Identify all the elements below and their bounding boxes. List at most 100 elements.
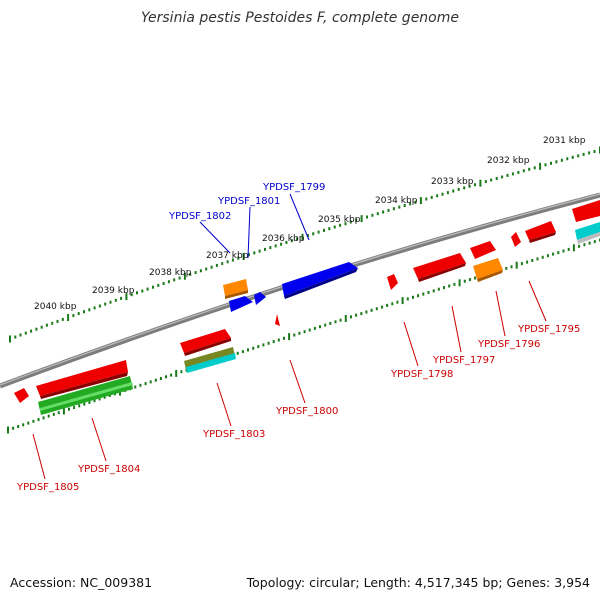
label-ypdsf-1796[interactable]: YPDSF_1796: [477, 339, 540, 350]
scale-labels: 2031 kbp 2032 kbp 2033 kbp 2034 kbp 2035…: [34, 136, 586, 312]
inner-tick-10: [57, 411, 60, 415]
gene-ypdsf-1802[interactable]: [229, 296, 253, 312]
outer-tick-78: [425, 197, 428, 201]
inner-tick-88: [458, 279, 461, 287]
reverse-strand-genes: [14, 232, 521, 415]
gene-ypdsf-1803-cyan[interactable]: [186, 353, 236, 373]
label-ypdsf-1797[interactable]: YPDSF_1797: [432, 355, 495, 366]
gene-ypdsf-1805[interactable]: [14, 388, 29, 403]
outer-tick-73: [398, 205, 401, 209]
gene-ypdsf-1800[interactable]: [275, 314, 280, 326]
inner-tick-106: [552, 252, 555, 256]
outer-tick-16: [93, 306, 96, 310]
outer-tick-7: [45, 323, 48, 327]
outer-tick-47: [258, 249, 261, 253]
outer-tick-53: [290, 239, 293, 243]
outer-tick-18: [104, 302, 107, 306]
inner-tick-9: [52, 412, 55, 416]
inner-tick-51: [267, 341, 270, 345]
leader-ypdsf-1795: [528, 280, 547, 322]
outer-tick-22: [125, 293, 128, 301]
leader-lines: [32, 193, 547, 480]
label-ypdsf-1804[interactable]: YPDSF_1804: [77, 464, 140, 475]
gene-ypdsf-1801[interactable]: [254, 292, 266, 305]
inner-tick-45: [236, 351, 239, 355]
gene-ypdsf-1797-shade: [418, 263, 466, 282]
inner-tick-0: [7, 426, 9, 434]
outer-tick-0: [9, 335, 11, 343]
gene-ypdsf-1795[interactable]: [511, 232, 521, 247]
gene-red-fwd-1[interactable]: [572, 200, 600, 222]
outer-tick-30: [167, 280, 170, 284]
outer-tick-27: [152, 285, 154, 289]
inner-tick-54: [283, 336, 285, 340]
gene-gray-fwd[interactable]: [577, 232, 600, 244]
inner-tick-98: [510, 265, 513, 269]
outer-tick-23: [130, 293, 133, 297]
outer-tick-92: [501, 175, 504, 179]
gene-ypdsf-1799-shade: [284, 268, 358, 299]
outer-tick-13: [77, 312, 80, 316]
outer-tick-50: [274, 244, 277, 248]
scale-label-2033: 2033 kbp: [431, 177, 474, 187]
outer-tick-39: [215, 263, 218, 267]
label-ypdsf-1805[interactable]: YPDSF_1805: [16, 482, 79, 493]
label-ypdsf-1801[interactable]: YPDSF_1801: [217, 196, 280, 207]
inner-tick-66: [344, 315, 347, 322]
scale-label-2036: 2036 kbp: [262, 234, 305, 244]
inner-tick-33: [175, 369, 178, 377]
gene-red-fwd-2[interactable]: [525, 221, 556, 240]
outer-tick-12: [72, 314, 75, 318]
inner-tick-59: [308, 328, 311, 332]
scale-label-2032: 2032 kbp: [487, 156, 530, 166]
label-ypdsf-1802[interactable]: YPDSF_1802: [168, 211, 231, 222]
inner-tick-78: [406, 297, 409, 301]
outer-tick-56: [306, 234, 309, 237]
label-ypdsf-1798[interactable]: YPDSF_1798: [390, 369, 453, 380]
gene-orange-forward[interactable]: [223, 279, 248, 296]
gene-ypdsf-1796-red[interactable]: [470, 241, 496, 259]
gene-ypdsf-1796[interactable]: [473, 258, 503, 279]
gene-ypdsf-1803-red[interactable]: [180, 329, 231, 353]
inner-tick-109: [567, 247, 570, 251]
outer-tick-32: [178, 276, 181, 280]
outer-tick-88: [479, 179, 482, 187]
inner-tick-108: [562, 249, 565, 253]
label-ypdsf-1799[interactable]: YPDSF_1799: [262, 182, 325, 193]
label-ypdsf-1800[interactable]: YPDSF_1800: [275, 406, 338, 417]
inner-tick-65: [339, 318, 342, 322]
outer-tick-8: [51, 321, 54, 325]
outer-tick-59: [323, 228, 325, 232]
outer-tick-72: [392, 207, 395, 211]
inner-tick-82: [427, 291, 430, 294]
outer-tick-67: [366, 215, 368, 219]
outer-tick-17: [98, 304, 101, 308]
label-ypdsf-1803[interactable]: YPDSF_1803: [202, 429, 265, 440]
outer-tick-75: [409, 202, 412, 206]
inner-tick-32: [170, 373, 173, 377]
gene-ypdsf-1804-red[interactable]: [36, 360, 128, 396]
gene-ypdsf-1798[interactable]: [387, 274, 398, 290]
outer-tick-31: [173, 278, 176, 282]
outer-tick-99: [539, 162, 542, 170]
inner-tick-60: [313, 326, 316, 330]
leader-ypdsf-1796: [495, 290, 506, 337]
label-ypdsf-1795[interactable]: YPDSF_1795: [517, 324, 580, 335]
outer-tick-94: [511, 172, 514, 176]
outer-tick-41: [226, 260, 229, 264]
inner-tick-3: [22, 423, 25, 427]
gene-cyan-fwd[interactable]: [575, 222, 600, 240]
inner-tick-85: [443, 286, 445, 290]
outer-tick-107: [582, 152, 585, 156]
gene-ypdsf-1799[interactable]: [282, 262, 358, 296]
leader-ypdsf-1800: [289, 359, 306, 404]
gene-ypdsf-1797[interactable]: [413, 253, 466, 279]
outer-tick-46: [253, 251, 256, 255]
inner-tick-112: [583, 243, 586, 247]
inner-tick-28: [149, 380, 152, 384]
inner-tick-104: [541, 255, 544, 259]
inner-tick-49: [257, 345, 260, 349]
outer-tick-90: [490, 178, 493, 182]
inner-tick-47: [247, 348, 249, 352]
outer-tick-14: [83, 310, 85, 314]
